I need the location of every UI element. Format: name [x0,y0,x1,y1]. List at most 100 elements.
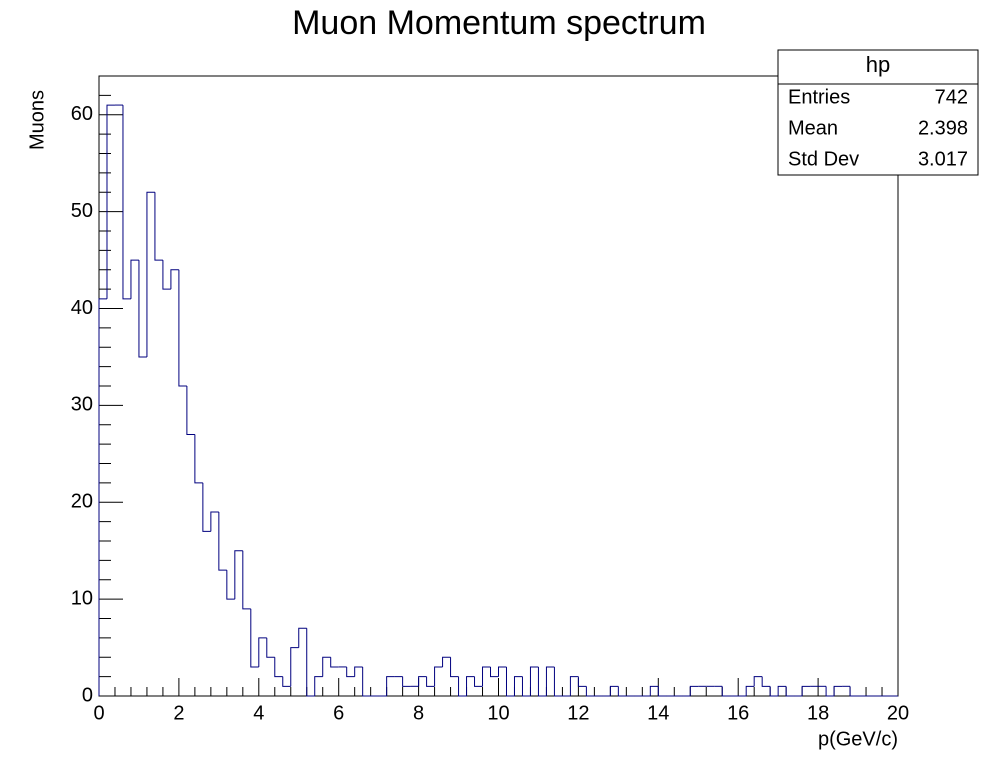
stats-value: 742 [935,86,968,108]
histogram-bin [577,676,587,687]
histogram-bin [498,666,507,677]
chart-title: Muon Momentum spectrum [292,4,706,42]
histogram-bin [178,269,187,387]
y-tick-label: 0 [82,684,93,706]
histogram-bin [130,259,139,299]
histogram-bin [298,627,307,648]
histogram-bin [290,647,299,687]
histogram-bin [833,685,843,696]
histogram-bin [210,511,219,532]
histogram-bin [721,686,731,697]
histogram-bin [170,269,179,290]
histogram-bin [529,666,539,696]
histogram-bin [146,191,155,357]
x-tick-label: 0 [93,702,104,724]
histogram-bin [745,685,755,696]
histogram-bin [386,676,395,696]
histogram-bin [458,676,467,697]
histogram-bin [761,676,771,687]
histogram-bin [553,666,563,697]
y-tick-label: 10 [71,587,93,609]
x-tick-label: 8 [413,702,424,724]
histogram-bin [442,656,451,667]
x-tick-label: 12 [567,702,589,724]
histogram-bin [218,511,227,571]
histogram-bin [258,637,267,667]
x-tick-label: 18 [807,702,829,724]
y-tick-label: 50 [71,200,93,222]
y-tick-label: 60 [71,103,93,125]
stats-frame [777,49,979,176]
histogram-bin [186,386,195,435]
histogram-bin [138,260,147,358]
histogram-bin [314,676,323,696]
histogram-bin [537,666,547,697]
x-tick-label: 20 [887,702,909,724]
stats-value: 2.398 [918,117,968,139]
histogram-bin [585,686,595,697]
histogram-bin [521,676,531,697]
histogram-bin [106,104,115,299]
histogram-bin [490,666,499,678]
histogram-bin [545,666,555,696]
histogram-bin [689,685,699,696]
histogram-bin [777,685,787,696]
y-tick-label: 30 [71,394,93,416]
histogram-bin [609,685,619,696]
histogram-bin [354,666,363,677]
histogram-bin [450,657,459,678]
histogram-bin [234,550,243,600]
x-tick-label: 16 [727,702,749,724]
stats-title: hp [866,52,890,77]
histogram-bin [274,657,283,678]
histogram-bin [785,686,795,697]
stats-label: Entries [788,86,850,108]
histogram-bin [322,656,331,677]
histogram-bin [162,260,171,290]
histogram-bin [657,686,667,697]
histogram-bin [434,666,443,687]
x-tick-label: 4 [253,702,264,724]
histogram-bin [569,676,579,696]
histogram-bin [649,685,659,696]
histogram-bin [769,686,779,697]
histogram-bin [194,434,203,484]
x-tick-label: 6 [333,702,344,724]
histogram-bin [513,676,523,696]
histogram-bin [402,676,411,687]
x-tick-label: 10 [487,702,509,724]
histogram-bin [122,105,131,300]
stats-box: hp Entries 742 Mean 2.398 Std Dev 3.017 [777,49,979,176]
histogram-bin [474,676,483,687]
stats-label: Std Dev [788,148,859,170]
histogram-bin [330,657,339,668]
histogram-bin [226,570,235,600]
stats-value: 3.017 [918,148,968,170]
histogram-bin [154,192,163,261]
histogram-bin [346,666,355,678]
histogram-bin [505,666,515,697]
histogram-bin [362,666,371,697]
histogram-bin [482,666,491,687]
histogram-bin [466,676,475,696]
x-axis-label: p(GeV/c) [818,728,898,750]
x-tick-label: 2 [173,702,184,724]
histogram-bin [801,685,811,696]
histogram-bin [825,686,835,697]
histogram-bin [98,298,107,696]
histogram-bin [282,676,291,687]
x-tick-label: 14 [647,702,669,724]
histogram-bin [849,686,859,697]
histogram-bin [250,608,259,668]
y-tick-label: 40 [71,297,93,319]
stats-label: Mean [788,117,838,139]
histogram-bin [202,482,211,532]
y-tick-label: 20 [71,491,93,513]
histogram-bin [617,686,627,697]
y-axis-label: Muons [26,90,48,150]
histogram-bin [418,676,427,687]
histogram-bin [306,628,315,697]
histogram-bin [242,550,251,610]
